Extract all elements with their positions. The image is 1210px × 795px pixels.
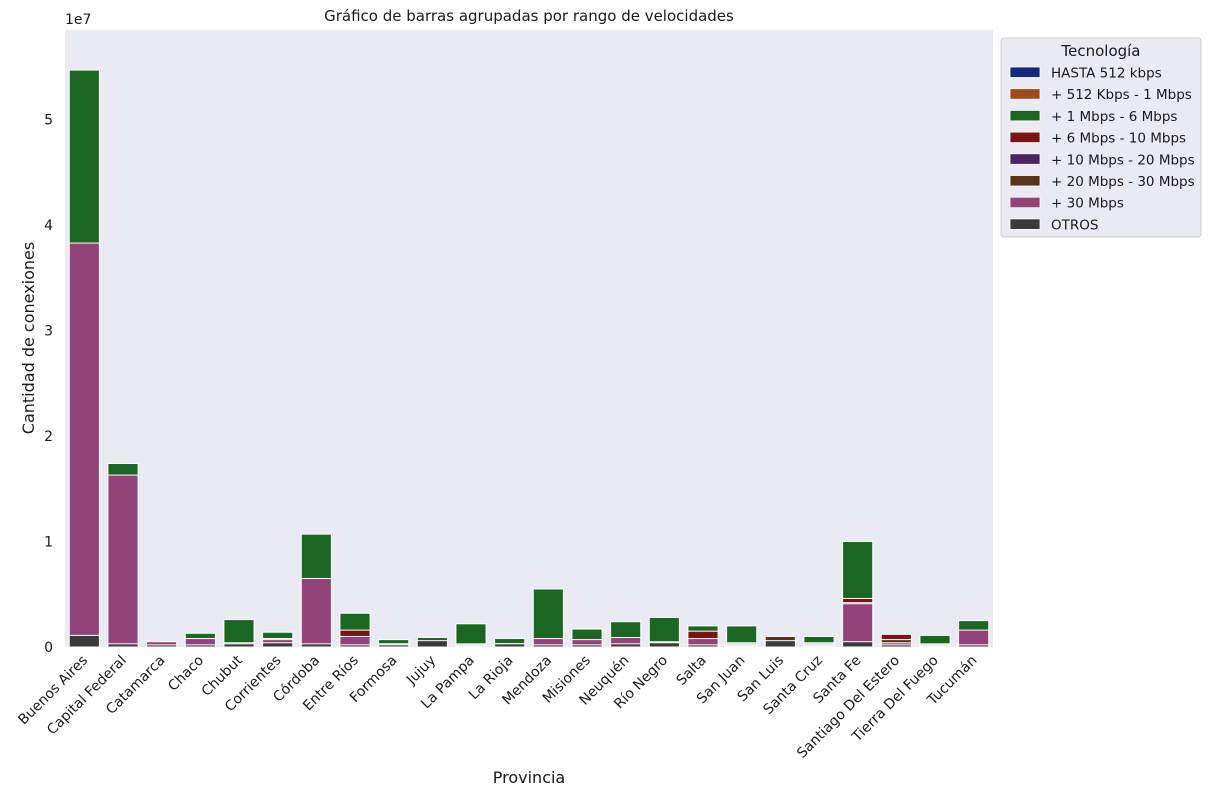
bar-7-4 bbox=[223, 643, 255, 648]
legend-label-0: HASTA 512 kbps bbox=[1051, 66, 1162, 82]
bar-7-15 bbox=[648, 642, 680, 648]
legend-label-1: + 512 Kbps - 1 Mbps bbox=[1051, 87, 1192, 103]
x-axis-label: Provincia bbox=[493, 768, 565, 787]
chart-title: Gráfico de barras agrupadas por rango de… bbox=[324, 7, 734, 25]
bar-7-19 bbox=[803, 645, 835, 648]
legend-label-5: + 20 Mbps - 30 Mbps bbox=[1051, 174, 1195, 190]
bar-7-20 bbox=[842, 641, 874, 648]
bar-7-18 bbox=[764, 640, 796, 648]
y-tick-label-2: 2 bbox=[44, 429, 53, 445]
x-tick-label-16: Salta bbox=[673, 653, 709, 689]
bar-7-22 bbox=[919, 645, 951, 648]
bar-2-12 bbox=[532, 588, 564, 648]
legend-label-3: + 6 Mbps - 10 Mbps bbox=[1051, 131, 1186, 147]
bar-6-0 bbox=[68, 242, 100, 648]
legend-label-6: + 30 Mbps bbox=[1051, 196, 1124, 212]
legend-swatch-7 bbox=[1009, 218, 1041, 230]
bar-7-3 bbox=[184, 644, 216, 648]
legend-swatch-0 bbox=[1009, 66, 1041, 78]
bar-6-1 bbox=[107, 474, 139, 648]
bar-7-9 bbox=[416, 640, 448, 648]
bar-6-20 bbox=[842, 603, 874, 648]
bar-7-5 bbox=[262, 642, 294, 648]
bar-7-13 bbox=[571, 644, 603, 648]
legend-title: Tecnología bbox=[1061, 42, 1141, 60]
y-tick-label-4: 4 bbox=[44, 218, 53, 234]
bar-7-8 bbox=[378, 644, 410, 648]
bars-group bbox=[68, 69, 990, 648]
legend-label-4: + 10 Mbps - 20 Mbps bbox=[1051, 152, 1195, 168]
legend-swatch-4 bbox=[1009, 153, 1041, 165]
legend-swatch-5 bbox=[1009, 175, 1041, 187]
bar-7-16 bbox=[687, 644, 719, 648]
y-tick-label-5: 5 bbox=[44, 113, 53, 129]
y-tick-label-3: 3 bbox=[44, 324, 53, 340]
bar-7-10 bbox=[455, 645, 487, 648]
bar-7-1 bbox=[107, 643, 139, 648]
plot-area bbox=[65, 30, 993, 647]
legend-swatch-1 bbox=[1009, 88, 1041, 100]
legend-swatch-6 bbox=[1009, 196, 1041, 209]
bar-7-6 bbox=[300, 643, 332, 648]
x-tick-label-9: Jujuy bbox=[403, 653, 439, 689]
y-tick-label-1: 1 bbox=[44, 535, 53, 551]
y-multiplier-label: 1e7 bbox=[65, 12, 91, 28]
legend-swatch-3 bbox=[1009, 131, 1041, 144]
legend-label-7: OTROS bbox=[1051, 217, 1098, 233]
y-tick-label-0: 0 bbox=[44, 640, 53, 656]
legend-frame bbox=[1000, 37, 1202, 238]
bar-7-2 bbox=[146, 644, 178, 648]
bar-7-7 bbox=[339, 644, 371, 648]
bar-7-0 bbox=[68, 634, 100, 648]
y-ticks-group: 0 1 2 3 4 5 bbox=[44, 113, 53, 656]
bar-7-17 bbox=[726, 645, 758, 648]
bar-7-12 bbox=[532, 644, 564, 648]
bar-7-23 bbox=[958, 644, 990, 648]
bar-7-14 bbox=[610, 643, 642, 648]
legend: Tecnología HASTA 512 kbps + 512 Kbps - 1 … bbox=[1000, 37, 1202, 238]
bar-6-6 bbox=[300, 577, 332, 648]
bar-7-21 bbox=[880, 644, 912, 648]
legend-swatch-2 bbox=[1009, 110, 1041, 122]
legend-label-2: + 1 Mbps - 6 Mbps bbox=[1051, 109, 1177, 125]
bar-7-11 bbox=[494, 643, 526, 648]
y-axis-label: Cantidad de conexiones bbox=[19, 242, 38, 434]
